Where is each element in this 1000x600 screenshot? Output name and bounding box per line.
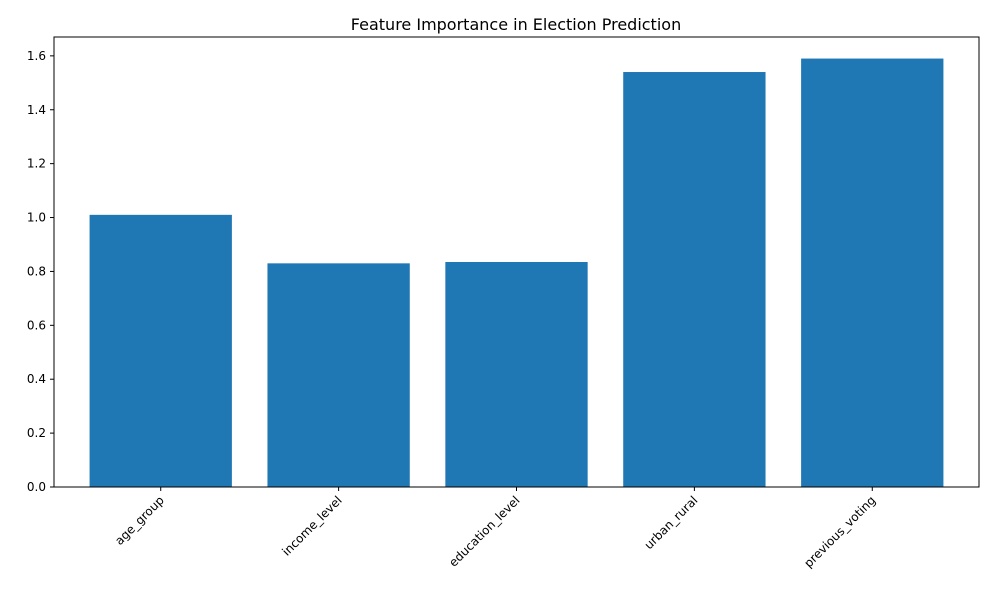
y-tick-label: 0.6 bbox=[27, 318, 46, 332]
bar-income-level bbox=[267, 263, 410, 487]
x-tick-label: previous_voting bbox=[801, 493, 878, 570]
y-axis: 0.0 0.2 0.4 0.6 0.8 1.0 1.2 1.4 1.6 bbox=[27, 49, 54, 494]
bar-age-group bbox=[89, 214, 232, 488]
x-tick-label: income_level bbox=[279, 493, 344, 558]
bar-education-level bbox=[445, 262, 588, 487]
plot-frame bbox=[53, 36, 980, 488]
y-tick-label: 1.4 bbox=[27, 103, 46, 117]
bar-previous-voting bbox=[801, 58, 944, 487]
y-tick-label: 1.0 bbox=[27, 211, 46, 225]
bars-group bbox=[89, 58, 944, 488]
chart-title: Feature Importance in Election Predictio… bbox=[351, 15, 681, 34]
x-tick-label: urban_rural bbox=[642, 493, 701, 552]
y-tick-label: 0.4 bbox=[27, 372, 46, 386]
y-tick-label: 0.8 bbox=[27, 264, 46, 278]
x-axis: age_group income_level education_level urba… bbox=[112, 487, 878, 570]
x-tick-label: education_level bbox=[446, 493, 522, 569]
y-tick-label: 0.2 bbox=[27, 426, 46, 440]
y-tick-label: 1.6 bbox=[27, 49, 46, 63]
bar-urban-rural bbox=[623, 72, 766, 487]
y-tick-label: 0.0 bbox=[27, 480, 46, 494]
y-tick-label: 1.2 bbox=[27, 157, 46, 171]
x-tick-label: age_group bbox=[112, 493, 167, 548]
